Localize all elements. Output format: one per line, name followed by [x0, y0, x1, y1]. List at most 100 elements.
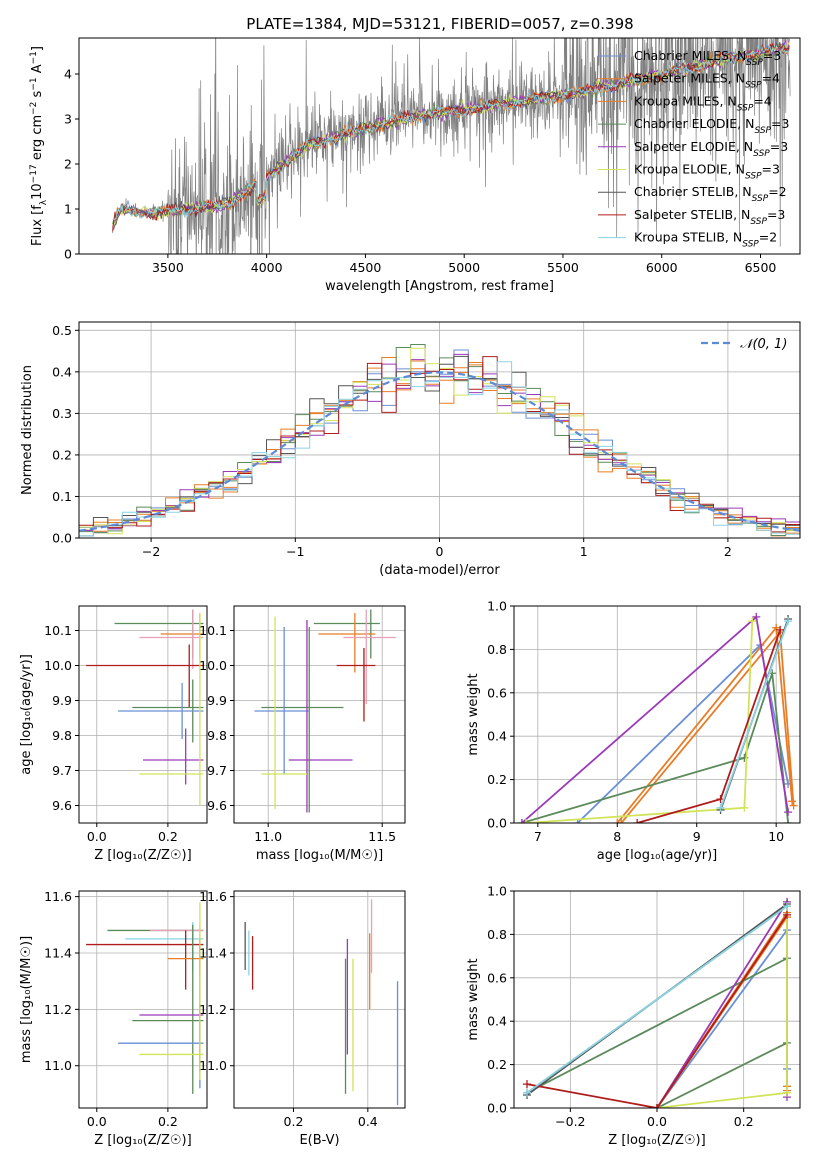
series-line — [526, 905, 788, 1094]
series-line — [656, 927, 788, 1108]
x-tick-label: 0.4 — [358, 1114, 378, 1129]
x-tick-label: 6000 — [646, 260, 678, 275]
series-marker — [784, 819, 793, 823]
y-tick-label: 11.2 — [199, 1002, 227, 1017]
plot-area — [86, 609, 204, 806]
y-tick-label: 11.2 — [44, 1002, 72, 1017]
series-marker — [573, 819, 582, 823]
legend-entry: Chabrier ELODIE, NSSP=3 — [634, 116, 789, 136]
series-salpeter-miles — [613, 623, 797, 823]
x-tick-label: −2 — [142, 544, 160, 559]
series-salpeter-stelib — [523, 910, 791, 1108]
axes-frame — [78, 605, 208, 824]
legend-entry: Kroupa ELODIE, NSSP=3 — [634, 162, 780, 182]
series-line — [719, 620, 789, 809]
y-tick-label: 2 — [64, 157, 72, 172]
model-line — [112, 44, 790, 221]
plot-area — [523, 897, 791, 1108]
x-tick-label: 0.2 — [158, 1114, 178, 1129]
legend-entry: Chabrier STELIB, NSSP=2 — [634, 184, 787, 204]
series-marker — [748, 617, 757, 626]
series-marker — [783, 1088, 791, 1097]
y-tick-label: 0.8 — [487, 927, 507, 942]
y-tick-label: 0.3 — [52, 406, 72, 421]
observed-spectrum — [112, 38, 791, 254]
y-tick-label: 0.4 — [487, 729, 507, 744]
series-kroupa-stelib — [716, 617, 793, 812]
x-axis-label: wavelength [Angstrom, rest frame] — [325, 279, 554, 294]
series-marker — [783, 910, 791, 919]
histogram-step — [79, 364, 800, 537]
axes-frame — [513, 605, 801, 824]
figure-title: PLATE=1384, MJD=53121, FIBERID=0057, z=0… — [246, 15, 633, 33]
series-marker — [716, 803, 725, 812]
y-tick-label: 10.0 — [44, 658, 72, 673]
y-tick-label: 11.6 — [44, 889, 72, 904]
y-tick-label: 9.7 — [207, 763, 227, 778]
y-tick-label: 11.0 — [199, 1058, 227, 1073]
error-bar — [139, 609, 204, 669]
y-tick-label: 0.8 — [487, 642, 507, 657]
error-bar — [86, 644, 204, 708]
error-bar — [139, 613, 204, 806]
y-tick-label: 10.0 — [199, 658, 227, 673]
series-marker — [740, 803, 749, 812]
x-tick-label: 0 — [436, 544, 444, 559]
series-marker — [752, 612, 761, 621]
series-marker — [517, 819, 526, 823]
legend-entry: Kroupa MILES, NSSP=4 — [634, 93, 772, 113]
y-tick-label: 0.0 — [487, 1101, 507, 1116]
x-axis-label: mass [log₁₀(M/M☉)] — [256, 848, 383, 863]
y-tick-label: 9.7 — [52, 763, 72, 778]
legend-entry: Kroupa STELIB, NSSP=2 — [634, 230, 777, 250]
error-bar — [139, 902, 204, 1080]
y-tick-label: 0.6 — [487, 685, 507, 700]
y-tick-label: 11.4 — [199, 946, 227, 961]
series-line — [526, 914, 788, 1108]
x-tick-label: 10 — [768, 829, 784, 844]
x-tick-label: 9 — [693, 829, 701, 844]
axes-frame — [78, 890, 208, 1109]
legend-entry: Salpeter STELIB, NSSP=3 — [634, 207, 785, 227]
series-marker — [523, 1080, 531, 1089]
series-kroupa-elodie — [521, 617, 757, 823]
panel-age_vs_Z: 0.0 0.2 9.6 9.7 9.8 9.9 10.0 10.1 Z [log₁₀(Z/Z☉)… — [19, 605, 208, 863]
legend-entry: Salpeter MILES, NSSP=4 — [634, 71, 780, 91]
y-tick-label: 0.4 — [487, 1014, 507, 1029]
y-axis-label: age [log₁₀(age/yr)] — [19, 654, 34, 775]
model-line — [112, 40, 790, 232]
error-bar — [107, 924, 204, 970]
plot-area — [86, 902, 204, 1094]
histogram-step — [79, 356, 800, 533]
x-tick-label: 0.0 — [87, 1114, 107, 1129]
y-tick-label: 0.2 — [487, 1057, 507, 1072]
x-tick-label: 5000 — [448, 260, 480, 275]
panel-mass_vs_EBV: 0.2 0.4 11.0 11.2 11.4 11.6 E(B-V) — [199, 889, 406, 1148]
x-tick-label: 2 — [724, 544, 732, 559]
error-bar — [150, 924, 204, 968]
x-tick-label: 4500 — [350, 260, 382, 275]
series-marker — [613, 819, 622, 823]
x-axis-label: Z [log₁₀(Z/Z☉)] — [94, 848, 191, 863]
panel-age_vs_mass: 11.0 11.5 9.6 9.7 9.8 9.9 10.0 10.1 mass [log₁₀(… — [199, 605, 406, 863]
y-tick-label: 0.2 — [487, 772, 507, 787]
error-bar — [254, 627, 310, 774]
x-tick-label: 8 — [613, 829, 621, 844]
error-bar — [143, 728, 204, 785]
x-tick-label: 0.2 — [734, 1114, 754, 1129]
legend-entry: 𝒩(0, 1) — [740, 337, 787, 352]
y-tick-label: 0.4 — [52, 364, 72, 379]
y-tick-label: 10.1 — [199, 623, 227, 638]
y-tick-label: 11.0 — [44, 1058, 72, 1073]
y-axis-label: mass weight — [466, 958, 481, 1040]
y-tick-label: 0.2 — [52, 447, 72, 462]
plot-area — [112, 38, 791, 254]
error-bar — [261, 616, 307, 809]
y-tick-label: 9.6 — [207, 798, 227, 813]
axes-frame — [78, 37, 801, 255]
panel-residuals: −2 −1 0 1 2 0.0 0.1 0.2 0.3 0.4 0.5 (data-model)/er… — [20, 321, 801, 578]
axes-frame — [233, 605, 406, 824]
series-marker — [521, 819, 530, 823]
panel-weight_vs_age: 7 8 9 10 0.0 0.2 0.4 0.6 0.8 1.0 age [log₁₀(age/yr… — [466, 599, 801, 863]
